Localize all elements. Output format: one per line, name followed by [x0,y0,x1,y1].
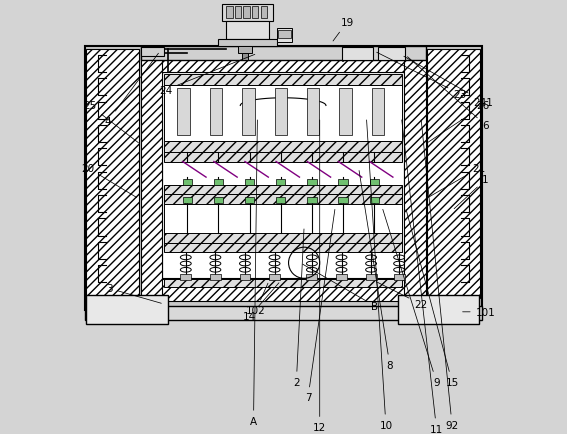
Bar [338,198,348,204]
Text: 21: 21 [428,164,486,198]
Text: 1: 1 [454,175,489,209]
Bar [242,89,255,136]
Bar [277,29,293,43]
Bar [214,198,223,204]
Bar [210,89,222,136]
Bar [141,46,426,60]
Bar [260,7,266,19]
Bar [162,73,404,278]
Bar [180,274,191,280]
Bar [340,89,352,136]
Bar [141,49,162,301]
Text: 14: 14 [243,283,279,322]
Bar [397,295,479,325]
Bar [341,48,373,60]
Bar [242,53,248,61]
Bar [404,49,426,301]
Text: 26: 26 [427,101,490,144]
Bar [141,48,164,57]
Bar [86,49,139,298]
Text: 241: 241 [404,57,493,107]
Bar [378,48,405,60]
Bar [276,180,285,185]
Text: 102: 102 [246,283,268,316]
Bar [274,89,287,136]
Bar [307,198,316,204]
Bar [214,180,223,185]
Text: 23: 23 [376,53,467,99]
Bar [164,75,402,86]
Text: 15: 15 [406,210,459,387]
Bar [239,274,251,280]
Text: 2: 2 [293,230,304,387]
Bar [210,274,221,280]
Bar [218,39,277,47]
Bar [141,49,426,73]
Bar [164,279,402,287]
Bar [164,233,402,243]
Text: 3: 3 [106,284,162,303]
Bar [86,295,168,325]
Bar [366,274,376,280]
Bar [164,142,402,153]
Bar [307,274,318,280]
Text: 12: 12 [313,121,327,432]
Bar [269,274,280,280]
Bar [372,89,384,136]
Bar [164,153,402,162]
Text: 7: 7 [304,210,335,402]
Bar [245,198,255,204]
Bar [222,5,273,23]
Bar [307,89,319,136]
Bar [84,46,481,311]
Bar [238,47,252,53]
Bar [276,198,285,204]
Bar [177,89,190,136]
Text: 22: 22 [376,282,428,309]
Bar [164,86,402,142]
Bar [370,198,379,204]
Bar [183,198,192,204]
Bar [141,279,426,301]
Bar [370,180,379,185]
Text: 25: 25 [83,101,138,143]
Text: 6: 6 [408,58,489,131]
Bar [336,274,347,280]
Text: B: B [303,265,378,311]
Bar [164,195,402,241]
Text: 24: 24 [159,55,255,96]
Bar [226,7,232,19]
Bar [84,307,481,321]
Bar [338,180,348,185]
Bar [307,180,316,185]
Bar [226,23,269,39]
Bar [278,31,291,39]
Bar [393,274,405,280]
Text: 19: 19 [333,18,354,42]
Bar [252,7,258,19]
Text: 20: 20 [81,164,137,198]
Bar [243,7,249,19]
Bar [164,195,402,204]
Bar [245,180,255,185]
Text: 11: 11 [402,121,443,434]
Text: 4: 4 [105,54,158,127]
Bar [427,49,480,298]
Bar [235,7,241,19]
Text: 101: 101 [463,307,496,317]
Text: 92: 92 [421,121,459,430]
Text: 9: 9 [383,210,440,387]
Text: 10: 10 [367,121,392,430]
Bar [183,180,192,185]
Bar [164,243,402,252]
Text: A: A [250,121,257,426]
Text: 8: 8 [359,171,393,370]
Bar [164,185,402,195]
